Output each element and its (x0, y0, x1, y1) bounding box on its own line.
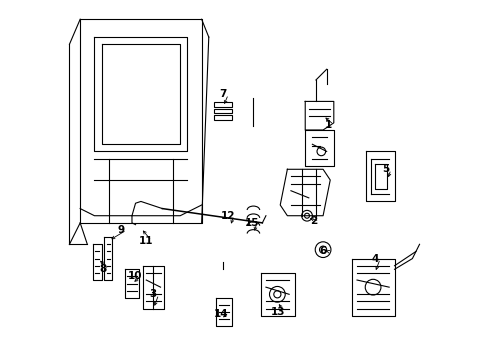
Text: 1: 1 (324, 120, 331, 130)
Bar (214, 115, 231, 120)
Text: 2: 2 (310, 216, 317, 226)
Text: 5: 5 (381, 164, 388, 174)
Text: 7: 7 (219, 89, 226, 99)
Text: 12: 12 (221, 211, 235, 221)
Text: 3: 3 (149, 289, 157, 299)
Text: 15: 15 (244, 218, 258, 228)
Text: 14: 14 (214, 309, 228, 319)
Text: 4: 4 (370, 253, 378, 264)
Text: 13: 13 (271, 307, 285, 317)
Text: 9: 9 (118, 225, 124, 235)
Bar (214, 102, 231, 107)
Text: 10: 10 (128, 271, 142, 282)
Bar (214, 109, 231, 113)
Text: 6: 6 (319, 247, 326, 256)
Text: 11: 11 (139, 236, 153, 246)
Text: 8: 8 (100, 264, 107, 274)
